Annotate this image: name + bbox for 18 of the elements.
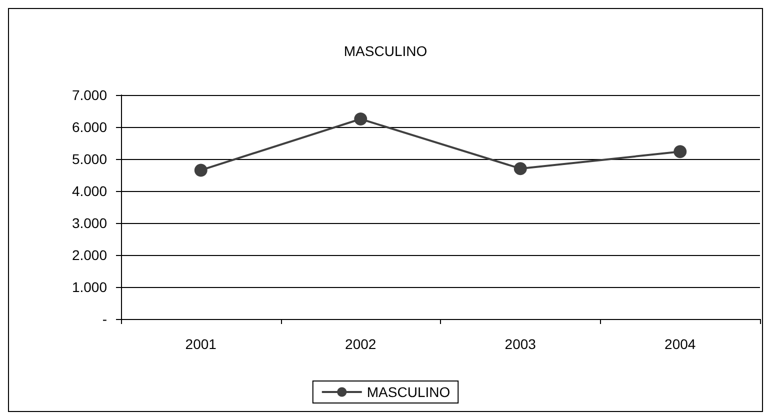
x-tick-label: 2004	[664, 336, 696, 352]
chart-title: MASCULINO	[344, 43, 428, 59]
legend-label: MASCULINO	[366, 384, 450, 400]
point	[674, 145, 687, 158]
y-tick-label: 2.000	[72, 247, 108, 263]
x-tick-label: 2001	[185, 336, 217, 352]
x-tick-label: 2002	[345, 336, 376, 352]
y-tick-label: 4.000	[72, 183, 108, 199]
y-tick-label: 7.000	[72, 87, 108, 103]
y-tick-label: -	[102, 311, 108, 327]
y-tick-label: 6.000	[72, 119, 108, 135]
y-tick-label: 3.000	[72, 215, 108, 231]
y-tick-label: 5.000	[72, 151, 108, 167]
point	[514, 162, 527, 176]
x-tick-label: 2003	[504, 336, 536, 352]
point	[354, 112, 368, 126]
y-tick-label: 1.000	[72, 279, 108, 295]
point	[194, 164, 208, 177]
